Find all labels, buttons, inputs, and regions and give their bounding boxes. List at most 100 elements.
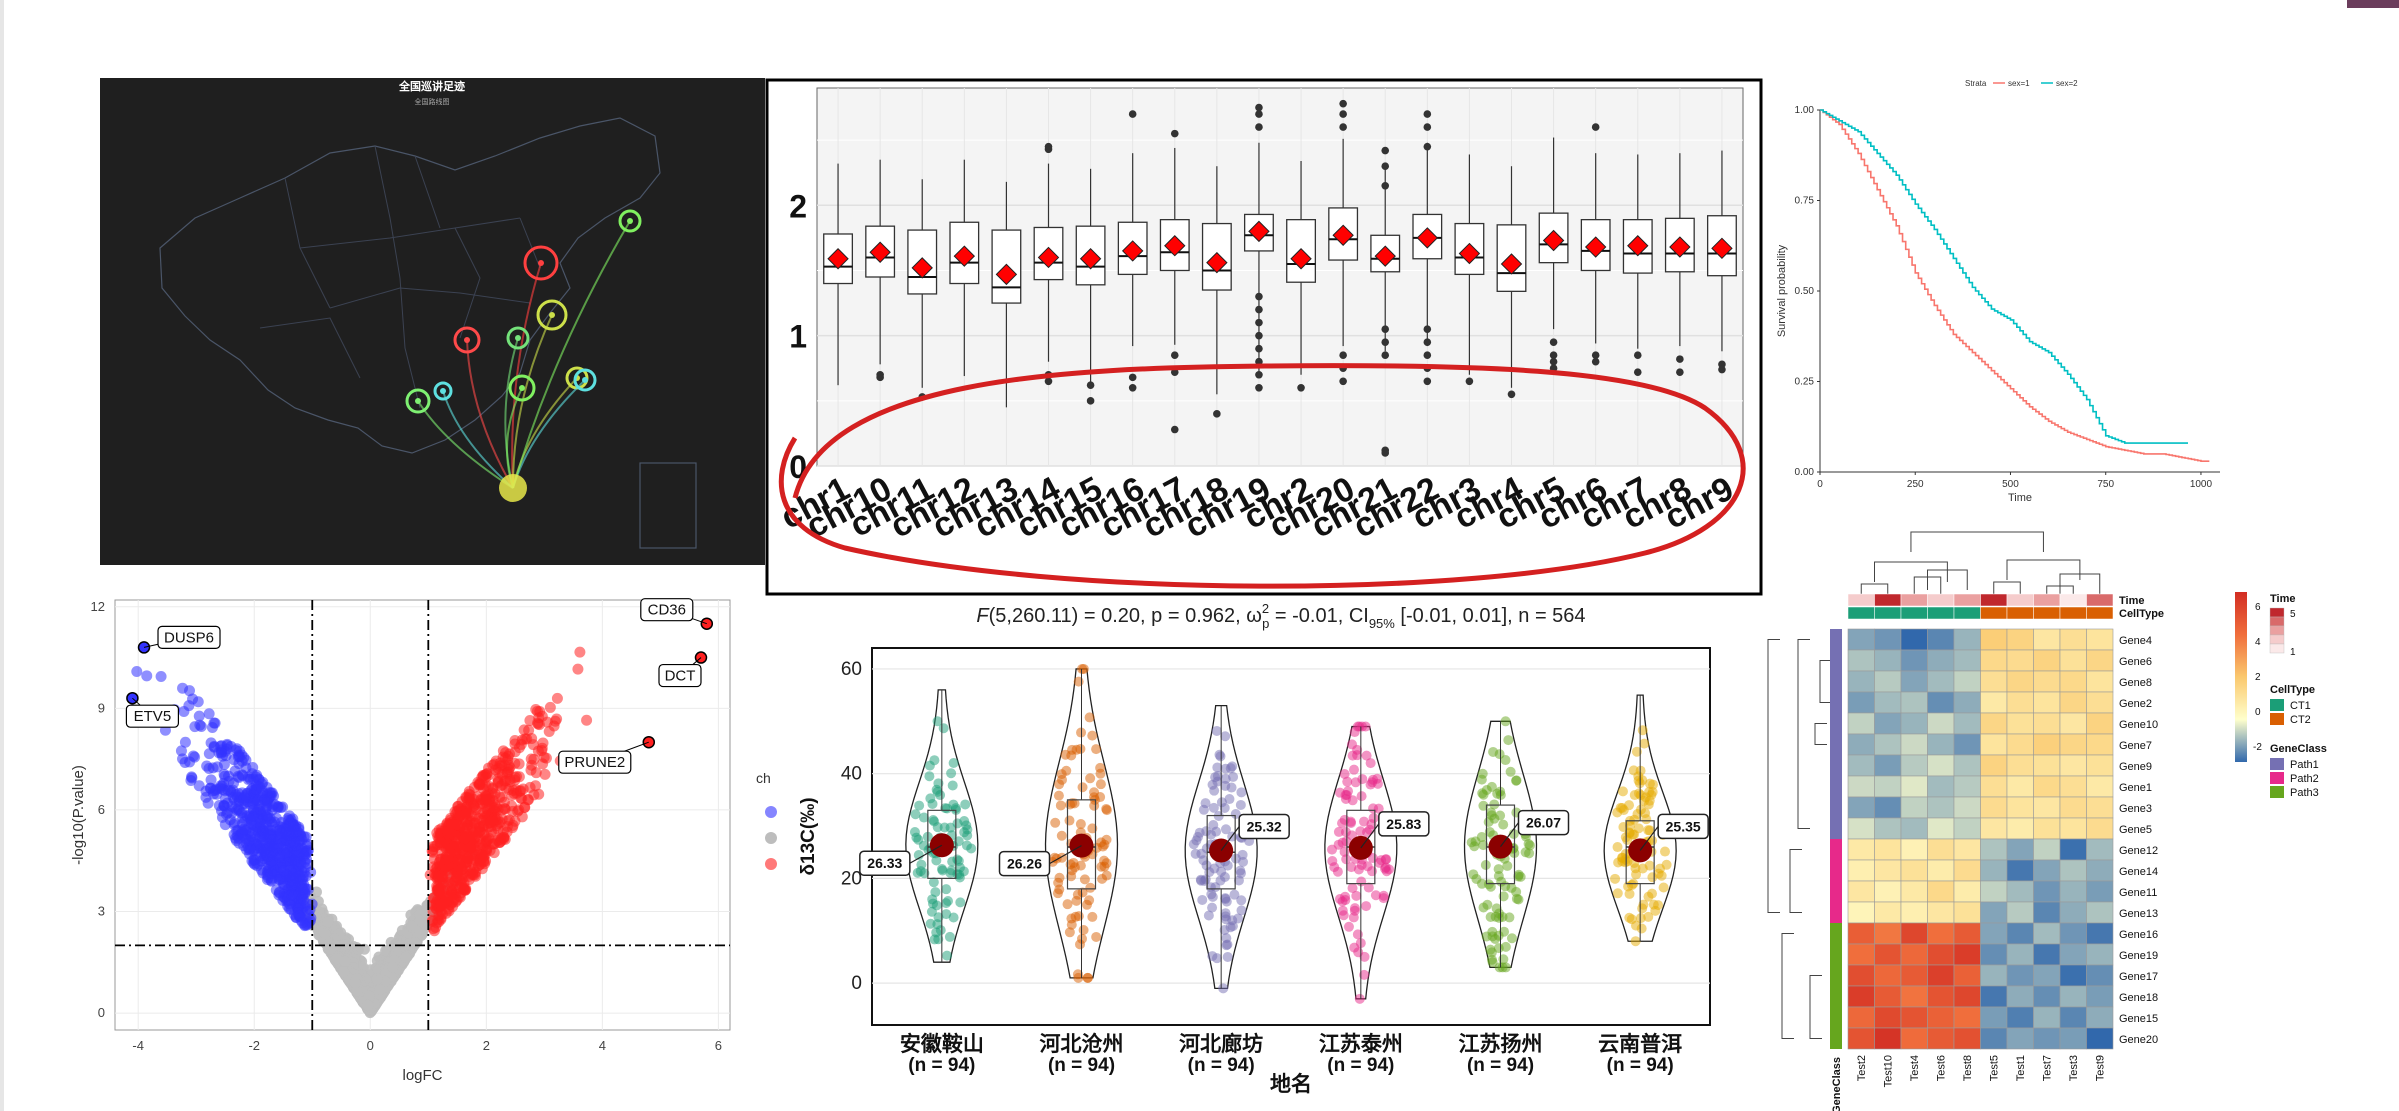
volcano-point-down [295, 898, 307, 910]
boxplot-box [1117, 221, 1148, 276]
violin-point [1073, 676, 1084, 687]
violin-point [1628, 765, 1639, 776]
volcano-point-up [533, 788, 545, 800]
boxplot-outlier-point [1718, 365, 1726, 374]
volcano-point-up [581, 714, 593, 726]
violin-point [1612, 842, 1623, 853]
volcano-point-up [470, 810, 482, 822]
violin-point [1225, 922, 1236, 933]
boxplot-outlier-point [1381, 449, 1390, 457]
volcano-xtick-label: 4 [599, 1038, 606, 1053]
volcano-xtick-label: 2 [483, 1038, 490, 1053]
violin-point [1348, 912, 1359, 923]
violin-shape [1463, 720, 1538, 969]
violin-point [1647, 787, 1658, 798]
violin-point [1491, 903, 1502, 914]
volcano-point-ns [349, 977, 361, 989]
violin-stats-main: (5,260.11) = 0.20, p = 0.962, ω [989, 605, 1262, 627]
violin-point [1066, 750, 1077, 761]
volcano-point-down [251, 769, 263, 781]
boxplot-outlier-point [1128, 110, 1137, 118]
violin-mean-leader [1049, 845, 1082, 865]
violin-point [1624, 800, 1635, 811]
violin-point [1361, 750, 1372, 761]
heatmap-geneclass-cell [1830, 818, 1842, 839]
violin-point [928, 877, 939, 888]
volcano-point-up [430, 871, 442, 883]
survival-xtick-label: 1000 [2190, 479, 2213, 490]
volcano-point-ns [400, 951, 412, 963]
violin-point [1633, 788, 1644, 799]
boxplot-mean-diamond [995, 263, 1018, 286]
violin-box [927, 809, 957, 879]
violin-point [916, 859, 927, 870]
violin-point [1099, 861, 1110, 872]
violin-point [1053, 790, 1064, 801]
volcano-xtick-label: 0 [367, 1038, 374, 1053]
heatmap-dendrogram-branch [2006, 559, 2081, 580]
violin-shape [1603, 694, 1677, 942]
heatmap-time-annotation-cell [1927, 593, 1955, 607]
violin-group-n: (n = 94) [1327, 1055, 1394, 1076]
boxplot-outlier-point [1255, 292, 1263, 301]
volcano-xlabel: logFC [402, 1067, 442, 1084]
heatmap-geneclass-cell [1830, 755, 1842, 776]
violin-point [1480, 860, 1491, 871]
violin-point [1513, 871, 1524, 882]
violin-mean-label-box [1238, 813, 1290, 840]
violin-point [1357, 774, 1368, 785]
violin-point [946, 865, 957, 876]
volcano-point-down [155, 670, 167, 682]
map-node-ring [433, 381, 453, 401]
heatmap-celltype-annotation-cell [2059, 606, 2087, 620]
volcano-point-up [515, 785, 527, 797]
boxplot-mean-diamond [1500, 253, 1523, 275]
boxplot-outlier-point [1381, 351, 1390, 360]
volcano-legend-up [765, 858, 777, 870]
volcano-point-down [179, 736, 191, 748]
volcano-point-down [300, 848, 312, 860]
heatmap-geneclass-cell [1830, 965, 1842, 986]
violin-mean-label-box [859, 850, 911, 876]
survival-legend-label: sex=1 [2008, 79, 2030, 88]
violin-point [1650, 905, 1661, 916]
china-map-panel: 全国巡讲足迹 全国路线图 [100, 78, 765, 565]
boxplot-outlier-point [1423, 351, 1432, 360]
volcano-label-box [157, 625, 221, 650]
boxplot-outlier-point [1255, 370, 1263, 379]
violin-point [943, 896, 954, 907]
violin-point [1075, 819, 1086, 830]
heatmap-geneclass-cell [1830, 1028, 1842, 1049]
survival-ytick-label: 0.50 [1795, 286, 1815, 297]
volcano-point-down [286, 889, 298, 901]
violin-ylabel: δ13C(‰) [798, 797, 819, 875]
boxplot-outlier-point [1633, 351, 1642, 360]
violin-point [1073, 972, 1084, 983]
volcano-point-ns [409, 937, 421, 949]
heatmap-celltype-annotation-cell [1847, 606, 1875, 620]
violin-mean-label: 26.07 [1526, 815, 1561, 831]
boxplot-outlier-point [1591, 123, 1600, 131]
volcano-point-down [288, 821, 300, 833]
heatmap-time-annotation-label: Time [2119, 595, 2144, 607]
volcano-labeled-point [642, 735, 656, 749]
violin-point [941, 909, 952, 920]
violin-point [1095, 779, 1106, 790]
violin-mean-label: 25.83 [1386, 816, 1421, 832]
volcano-point-down [215, 740, 227, 752]
volcano-point-up [478, 793, 490, 805]
map-node-dot [582, 377, 588, 383]
violin-point [1647, 872, 1658, 883]
violin-point [1075, 860, 1086, 871]
violin-point [1089, 800, 1100, 811]
heatmap-row-dendrogram-branch [1797, 639, 1810, 829]
violin-point [1380, 863, 1391, 874]
volcano-point-up [480, 802, 492, 814]
boxplot-outlier-point [1255, 110, 1263, 118]
violin-group-name: 江苏扬州 [1459, 1033, 1543, 1056]
violin-point [1469, 841, 1480, 852]
violin-group-n: (n = 94) [1188, 1055, 1255, 1076]
boxplot-outlier-point [1170, 129, 1179, 138]
violin-point [1054, 872, 1065, 883]
volcano-point-up [551, 713, 563, 725]
